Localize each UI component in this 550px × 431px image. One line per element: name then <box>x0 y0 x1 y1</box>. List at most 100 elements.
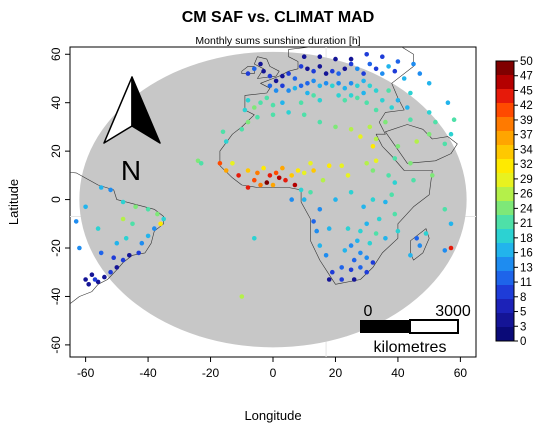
station-point <box>358 265 363 270</box>
station-point <box>374 137 379 142</box>
station-point <box>311 219 316 224</box>
station-point <box>361 91 366 96</box>
station-point <box>374 67 379 72</box>
y-tick-label: -20 <box>49 239 63 257</box>
colorbar-label: 47 <box>520 71 533 83</box>
station-point <box>324 253 329 258</box>
station-point <box>311 69 316 74</box>
colorbar-label: 45 <box>520 85 533 97</box>
station-point <box>374 88 379 93</box>
station-point <box>155 212 160 217</box>
station-point <box>324 71 329 76</box>
station-point <box>339 277 344 282</box>
station-point <box>418 71 423 76</box>
station-point <box>115 241 120 246</box>
station-point <box>96 226 101 231</box>
station-point <box>293 76 298 81</box>
colorbar-label: 26 <box>520 189 533 201</box>
station-point <box>258 62 263 67</box>
station-point <box>333 125 338 130</box>
colorbar-swatch <box>496 145 514 159</box>
station-point <box>368 241 373 246</box>
station-point <box>252 105 257 110</box>
station-point <box>349 93 354 98</box>
station-point <box>449 246 454 251</box>
station-point <box>371 168 376 173</box>
station-point <box>327 163 332 168</box>
colorbar-label: 32 <box>520 159 533 171</box>
station-point <box>346 226 351 231</box>
colorbar-swatch <box>496 257 514 271</box>
station-point <box>289 197 294 202</box>
station-point <box>299 100 304 105</box>
colorbar-swatch <box>496 215 514 229</box>
station-point <box>364 100 369 105</box>
x-tick-label: 60 <box>454 366 468 380</box>
station-point <box>252 67 257 72</box>
station-point <box>343 248 348 253</box>
station-point <box>374 231 379 236</box>
colorbar-swatch <box>496 201 514 215</box>
station-point <box>252 236 257 241</box>
station-point <box>255 115 260 120</box>
station-point <box>327 226 332 231</box>
station-point <box>408 161 413 166</box>
station-point <box>358 229 363 234</box>
station-point <box>427 132 432 137</box>
x-tick-label: -40 <box>139 366 157 380</box>
station-point <box>327 277 332 282</box>
station-point <box>393 69 398 74</box>
station-point <box>411 62 416 67</box>
station-point <box>271 183 276 188</box>
colorbar-swatch <box>496 285 514 299</box>
station-point <box>364 222 369 227</box>
station-point <box>77 246 82 251</box>
station-point <box>102 275 107 280</box>
x-tick-label: 20 <box>329 366 343 380</box>
station-point <box>343 86 348 91</box>
station-point <box>380 54 385 59</box>
station-point <box>393 180 398 185</box>
station-point <box>299 188 304 193</box>
colorbar-swatch <box>496 243 514 257</box>
station-point <box>136 251 141 256</box>
x-tick-label: -20 <box>202 366 220 380</box>
y-tick-label: 40 <box>49 96 63 110</box>
station-point <box>355 96 360 101</box>
station-point <box>408 117 413 122</box>
station-point <box>371 197 376 202</box>
station-point <box>443 142 448 147</box>
colorbar-label: 21 <box>520 218 533 230</box>
station-point <box>368 62 373 67</box>
station-point <box>83 205 88 210</box>
station-point <box>389 105 394 110</box>
colorbar-swatch <box>496 327 514 341</box>
station-point <box>318 207 323 212</box>
map-subtitle: Monthly sums sunshine duration [h] <box>195 35 360 47</box>
colorbar-swatch <box>496 173 514 187</box>
station-point <box>361 79 366 84</box>
station-point <box>221 130 226 135</box>
station-point <box>352 277 357 282</box>
station-point <box>108 188 113 193</box>
station-point <box>268 173 273 178</box>
station-point <box>318 84 323 89</box>
station-point <box>146 207 151 212</box>
station-point <box>374 108 379 113</box>
station-point <box>427 81 432 86</box>
colorbar-label: 34 <box>520 144 533 156</box>
station-point <box>408 253 413 258</box>
station-point <box>108 270 113 275</box>
station-point <box>364 255 369 260</box>
station-point <box>152 226 157 231</box>
scale-bar-unit-label: kilometres <box>374 339 447 356</box>
station-point <box>280 100 285 105</box>
station-point <box>271 113 276 118</box>
station-point <box>130 222 135 227</box>
station-point <box>427 110 432 115</box>
x-tick-label: 40 <box>391 366 405 380</box>
station-point <box>261 166 266 171</box>
station-point <box>274 171 279 176</box>
y-tick-label: 60 <box>49 47 63 61</box>
station-point <box>305 67 310 72</box>
